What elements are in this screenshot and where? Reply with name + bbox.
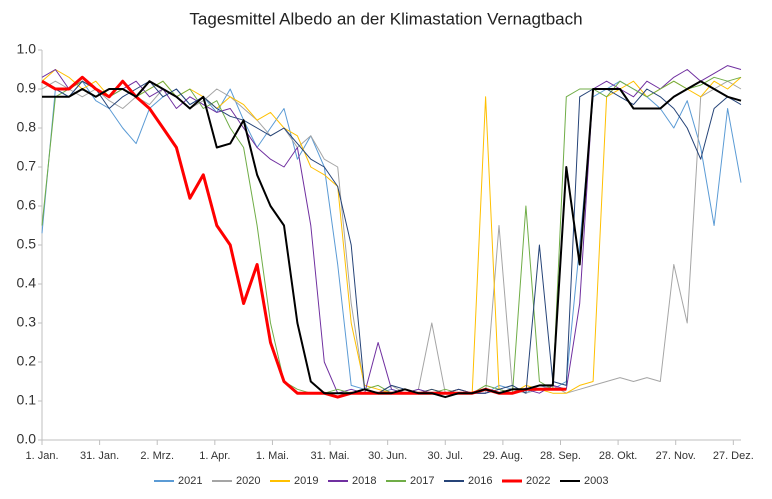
data-line xyxy=(42,80,742,399)
x-tick-label: 28. Okt. xyxy=(599,450,638,462)
legend-label: 2018 xyxy=(352,475,376,487)
legend-label: 2020 xyxy=(236,475,260,487)
x-tick-label: 1. Mai. xyxy=(256,450,289,462)
y-tick-label: 0.3 xyxy=(17,314,37,330)
chart-title: Tagesmittel Albedo an der Klimastation V… xyxy=(189,9,582,28)
x-tick-label: 30. Jun. xyxy=(368,450,407,462)
y-tick-label: 0.0 xyxy=(17,431,37,447)
x-tick-label: 29. Aug. xyxy=(483,450,523,462)
y-tick-label: 0.5 xyxy=(17,236,37,252)
legend-label: 2003 xyxy=(584,475,608,487)
y-tick-label: 0.2 xyxy=(17,353,37,369)
y-tick-label: 0.6 xyxy=(17,197,37,213)
y-tick-label: 0.7 xyxy=(17,158,37,174)
y-tick-label: 0.8 xyxy=(17,119,37,135)
y-tick-label: 0.9 xyxy=(17,80,37,96)
y-tick-label: 0.4 xyxy=(17,275,37,291)
legend-label: 2022 xyxy=(526,475,550,487)
y-tick-label: 1.0 xyxy=(17,41,37,57)
legend-label: 2016 xyxy=(468,475,492,487)
x-tick-label: 1. Jan. xyxy=(25,450,58,462)
legend-label: 2019 xyxy=(294,475,318,487)
legend-label: 2021 xyxy=(178,475,202,487)
x-tick-label: 30. Jul. xyxy=(428,450,463,462)
x-tick-label: 27. Dez. xyxy=(713,450,754,462)
x-tick-label: 31. Mai. xyxy=(310,450,349,462)
x-tick-label: 31. Jan. xyxy=(80,450,119,462)
legend-label: 2017 xyxy=(410,475,434,487)
x-tick-label: 27. Nov. xyxy=(656,450,696,462)
x-tick-label: 1. Apr. xyxy=(199,450,230,462)
x-tick-label: 2. Mrz. xyxy=(140,450,174,462)
x-tick-label: 28. Sep. xyxy=(540,450,581,462)
data-line xyxy=(41,80,742,394)
y-tick-label: 0.1 xyxy=(17,392,37,408)
